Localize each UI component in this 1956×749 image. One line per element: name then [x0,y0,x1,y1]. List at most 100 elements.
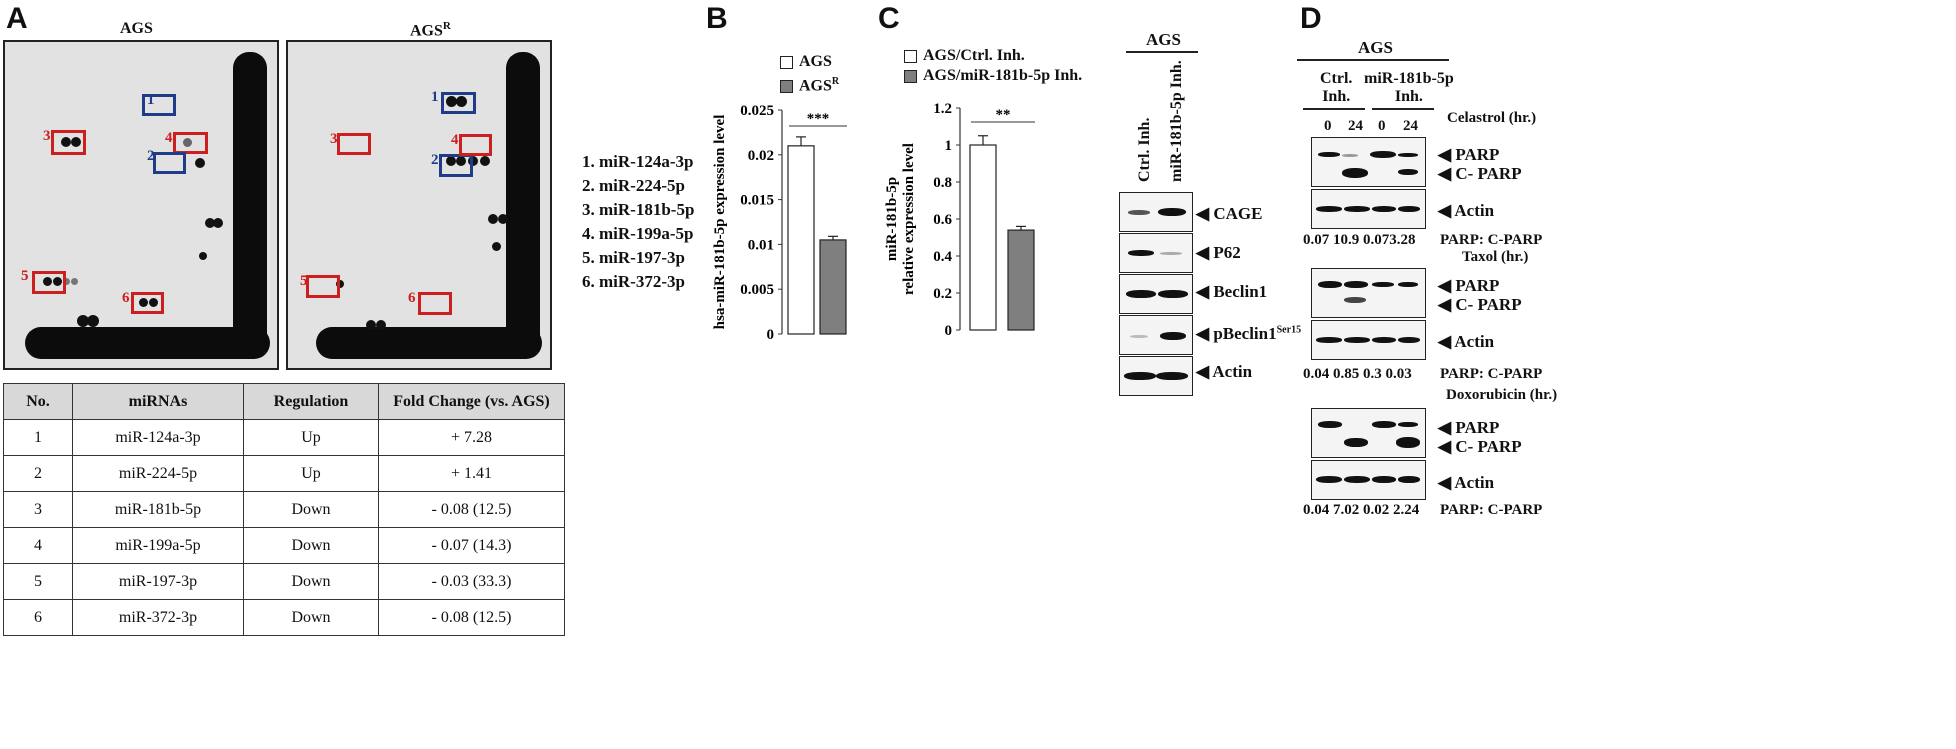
table-cell: miR-224-5p [72,455,244,492]
table-cell: 5 [3,563,73,600]
table-cell: Up [243,455,379,492]
ratio-label-3: PARP: C-PARP [1440,502,1543,518]
wb-label-parp-1: ◀ PARP [1438,145,1500,164]
table-cell: Down [243,527,379,564]
mirna-list: 1. miR-124a-3p 2. miR-224-5p 3. miR-181b… [582,150,694,294]
marker-3-ags: 3 [43,128,51,144]
mirna-list-item: 1. miR-124a-3p [582,152,694,171]
significance-label: ** [996,107,1011,123]
array-blot-agsr: 1 2 3 4 5 6 [286,40,552,370]
table-row: 1 miR-124a-3p Up + 7.28 [3,419,565,456]
wb-actin-blot-c [1119,356,1193,396]
marker-1-ags: 1 [147,92,155,108]
table-header-row: No. miRNAs Regulation Fold Change (vs. A… [3,383,565,420]
marker-4-ags: 4 [165,130,173,146]
legend-item-agsr: AGSR [780,72,839,96]
y-axis-label: miR-181b-5p [884,177,900,261]
ratio-row-doxorubicin: 0.04 7.02 0.02 2.24 [1303,502,1420,518]
panel-d-title: AGS [1358,38,1393,57]
mirna-list-item: 3. miR-181b-5p [582,200,695,219]
group-label-inh: miR-181b-5p Inh. [1364,70,1454,105]
y-tick-label: 0.2 [933,286,952,302]
y-tick-label: 0.4 [933,249,952,265]
table-header: Fold Change (vs. AGS) [378,383,565,420]
wb-p62-blot [1119,233,1193,273]
y-tick-label: 0.02 [748,148,774,164]
time-24-ctrl: 24 [1348,118,1363,134]
time-0-inh: 0 [1378,118,1386,134]
array-title-ags: AGS [120,20,153,37]
wb-label-parp-3: ◀ PARP [1438,418,1500,437]
wb-label-actin-3: ◀ Actin [1438,473,1495,492]
y-tick-label: 1 [945,138,953,154]
table-header: No. [3,383,73,420]
table-cell: miR-181b-5p [72,491,244,528]
ratio-row-taxol: 0.04 0.85 0.3 0.03 [1303,366,1412,382]
time-24-inh: 24 [1403,118,1418,134]
wb-label-cparp-3: ◀ C- PARP [1438,437,1522,456]
wb-label-actin-2: ◀ Actin [1438,332,1495,351]
marker-2-ags: 2 [147,148,155,164]
table-row: 3 miR-181b-5p Down - 0.08 (12.5) [3,491,565,528]
table-cell: - 0.07 (14.3) [378,527,565,564]
chart-b: hsa-miR-181b-5p expression level 0 0.005 0.… [712,103,847,343]
mirna-list-item: 4. miR-199a-5p [582,224,694,243]
bar [819,239,847,335]
marker-5-agsr: 5 [300,273,308,289]
ratio-row-celastrol: 0.07 10.9 0.073.28 [1303,232,1416,248]
ratio-label-1: PARP: C-PARP [1440,232,1543,248]
marker-3-agsr: 3 [330,131,338,147]
y-tick-label: 0 [945,323,953,339]
table-cell: - 0.08 (12.5) [378,599,565,636]
wb-label-actin-1: ◀ Actin [1438,201,1495,220]
wb-label-beclin1: ◀ Beclin1 [1196,282,1268,301]
y-tick-label: 0 [767,327,775,343]
wb-label-actin-c: ◀ Actin [1196,362,1253,381]
wb-c-title: AGS [1146,30,1181,49]
legend-item-ctrl: AGS/Ctrl. Inh. [904,46,1082,66]
array-title-agsr: AGSR [410,20,451,40]
mirna-table: No. miRNAs Regulation Fold Change (vs. A… [3,383,565,636]
table-cell: Up [243,419,379,456]
wb-label-parp-2: ◀ PARP [1438,276,1500,295]
panel-b-letter: B [706,2,728,35]
treatment-doxorubicin: Doxorubicin (hr.) [1446,387,1558,403]
mirna-list-item: 5. miR-197-3p [582,248,685,267]
wb-label-pbeclin1: ◀ pBeclin1Ser15 [1196,324,1302,343]
table-cell: + 7.28 [378,419,565,456]
table-header: Regulation [243,383,379,420]
wb-beclin1-blot [1119,274,1193,314]
bar [1007,229,1035,331]
panel-c-letter: C [878,2,900,35]
bar [969,144,997,331]
treatment-taxol: Taxol (hr.) [1462,249,1529,265]
wb-celastrol-parp [1311,137,1426,187]
y-tick-label: 0.6 [933,212,952,228]
treatment-celastrol: Celastrol (hr.) [1447,110,1537,126]
wb-doxorubicin-actin [1311,460,1426,500]
marker-5-ags: 5 [21,268,29,284]
ratio-label-2: PARP: C-PARP [1440,366,1543,382]
wb-label-cparp-1: ◀ C- PARP [1438,164,1522,183]
table-row: 6 miR-372-3p Down - 0.08 (12.5) [3,599,565,636]
table-cell: - 0.03 (33.3) [378,563,565,600]
y-tick-label: 0.01 [748,237,774,253]
table-cell: 4 [3,527,73,564]
lane-label-inh: miR-181b-5p Inh. [1168,60,1185,182]
table-row: 2 miR-224-5p Up + 1.41 [3,455,565,492]
y-tick-label: 0.005 [740,282,774,298]
mirna-list-item: 6. miR-372-3p [582,272,685,291]
marker-2-agsr: 2 [431,152,439,168]
panel-b-legend: AGS AGSR [780,52,839,96]
y-tick-label: 1.2 [933,101,952,117]
wb-pbeclin1-blot [1119,315,1193,355]
table-cell: miR-372-3p [72,599,244,636]
wb-label-cparp-2: ◀ C- PARP [1438,295,1522,314]
marker-6-agsr: 6 [408,290,416,306]
y-axis-label: hsa-miR-181b-5p expression level [712,115,728,330]
table-cell: + 1.41 [378,455,565,492]
table-header: miRNAs [72,383,244,420]
table-cell: 3 [3,491,73,528]
table-row: 5 miR-197-3p Down - 0.03 (33.3) [3,563,565,600]
table-cell: 2 [3,455,73,492]
